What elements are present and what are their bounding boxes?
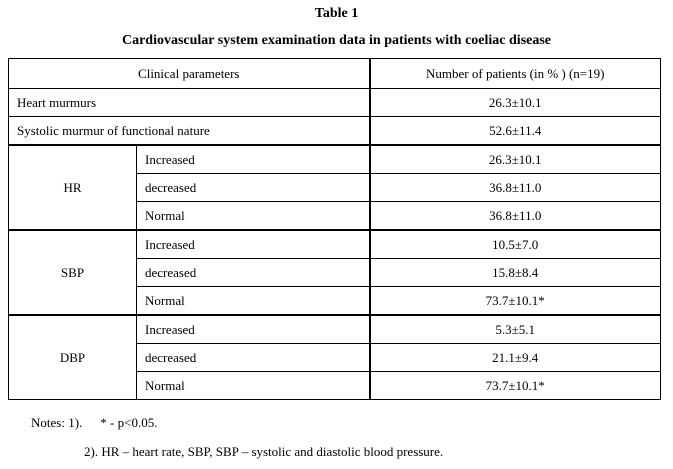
note-2: 2). HR – heart rate, SBP, SBP – systolic… bbox=[84, 444, 444, 459]
row-value: 36.8±11.0 bbox=[369, 201, 661, 231]
header-number-of-patients: Number of patients (in % ) (n=19) bbox=[369, 58, 661, 89]
table-row: Heart murmurs 26.3±10.1 bbox=[8, 88, 661, 117]
sub-label: decreased bbox=[136, 258, 371, 287]
group-label-hr: HR bbox=[8, 144, 137, 231]
row-label-systolic-murmur: Systolic murmur of functional nature bbox=[8, 116, 371, 146]
table-row: Systolic murmur of functional nature 52.… bbox=[8, 116, 661, 146]
note-1: Notes: 1). * - p<0.05. bbox=[31, 415, 157, 431]
note-1-text: * - p<0.05. bbox=[100, 415, 158, 430]
table-header-row: Clinical parameters Number of patients (… bbox=[8, 58, 661, 89]
group-label-dbp: DBP bbox=[8, 314, 137, 400]
row-value: 10.5±7.0 bbox=[369, 229, 661, 259]
table-row: SBP Increased 10.5±7.0 bbox=[8, 229, 661, 316]
table-row: Normal 73.7±10.1* bbox=[9, 286, 661, 316]
row-value: 15.8±8.4 bbox=[369, 258, 661, 287]
header-clinical-parameters: Clinical parameters bbox=[8, 58, 371, 89]
table-row: decreased 21.1±9.4 bbox=[9, 343, 661, 372]
sub-label: Normal bbox=[136, 201, 371, 231]
table-subtitle: Cardiovascular system examination data i… bbox=[121, 33, 552, 48]
sub-label: Normal bbox=[136, 286, 371, 316]
row-value: 73.7±10.1* bbox=[369, 371, 661, 400]
data-table: Clinical parameters Number of patients (… bbox=[8, 58, 661, 400]
row-value: 26.3±10.1 bbox=[369, 88, 661, 117]
row-label-heart-murmurs: Heart murmurs bbox=[8, 88, 371, 117]
notes-prefix: Notes: 1). bbox=[31, 415, 83, 430]
row-value: 26.3±10.1 bbox=[369, 144, 661, 174]
row-value: 5.3±5.1 bbox=[369, 314, 661, 344]
group-label-sbp: SBP bbox=[8, 229, 137, 316]
row-value: 73.7±10.1* bbox=[369, 286, 661, 316]
table-row: decreased 15.8±8.4 bbox=[9, 258, 661, 287]
sub-label: Increased bbox=[136, 314, 371, 344]
row-value: 36.8±11.0 bbox=[369, 173, 661, 202]
sub-label: Normal bbox=[136, 371, 371, 400]
table-row: DBP Increased 5.3±5.1 bbox=[8, 314, 661, 400]
row-value: 52.6±11.4 bbox=[369, 116, 661, 146]
sub-label: Increased bbox=[136, 229, 371, 259]
table-row: Normal 36.8±11.0 bbox=[9, 201, 661, 231]
table-row: Normal 73.7±10.1* bbox=[9, 371, 661, 400]
table-title: Table 1 bbox=[314, 6, 359, 21]
table-row: HR Increased 26.3±10.1 bbox=[8, 144, 661, 231]
sub-label: Increased bbox=[136, 144, 371, 174]
row-value: 21.1±9.4 bbox=[369, 343, 661, 372]
table-row: decreased 36.8±11.0 bbox=[9, 173, 661, 202]
sub-label: decreased bbox=[136, 343, 371, 372]
sub-label: decreased bbox=[136, 173, 371, 202]
